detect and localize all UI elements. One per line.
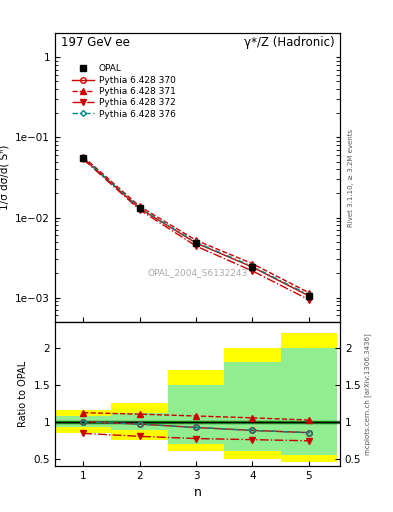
Y-axis label: mcplots.cern.ch [arXiv:1306.3436]: mcplots.cern.ch [arXiv:1306.3436]	[364, 333, 371, 455]
Text: 197 GeV ee: 197 GeV ee	[61, 36, 130, 49]
Y-axis label: 1/σ dσ/d( Sⁿ): 1/σ dσ/d( Sⁿ)	[0, 145, 10, 210]
X-axis label: n: n	[193, 486, 202, 499]
Text: γ*/Z (Hadronic): γ*/Z (Hadronic)	[244, 36, 334, 49]
Legend: OPAL, Pythia 6.428 370, Pythia 6.428 371, Pythia 6.428 372, Pythia 6.428 376: OPAL, Pythia 6.428 370, Pythia 6.428 371…	[68, 61, 179, 122]
Y-axis label: Ratio to OPAL: Ratio to OPAL	[18, 360, 28, 427]
Text: OPAL_2004_S6132243: OPAL_2004_S6132243	[147, 268, 248, 277]
Y-axis label: Rivet 3.1.10, ≥ 3.2M events: Rivet 3.1.10, ≥ 3.2M events	[347, 129, 354, 226]
